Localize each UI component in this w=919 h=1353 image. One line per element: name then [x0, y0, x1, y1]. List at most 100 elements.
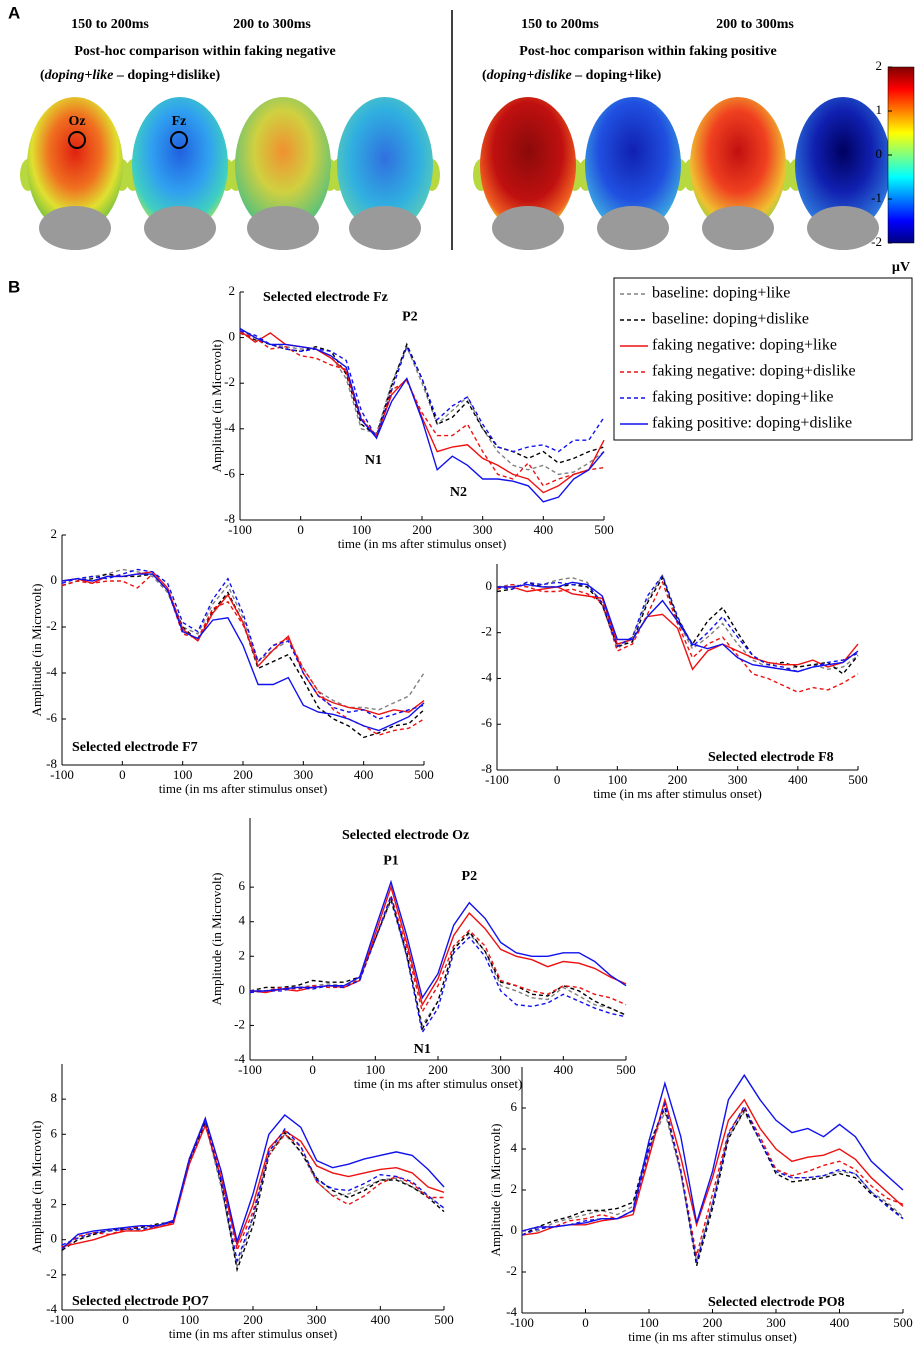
x-axis-label: time (in ms after stimulus onset)	[593, 786, 762, 801]
neck	[807, 206, 879, 250]
x-tick-label: 500	[848, 772, 868, 787]
y-tick-label: -4	[224, 420, 235, 435]
y-tick-label: -4	[234, 1051, 245, 1066]
x-tick-label: 100	[608, 772, 628, 787]
x-tick-label: 0	[554, 772, 561, 787]
series-line	[61, 568, 425, 720]
contrast-part: doping+dislike	[487, 68, 572, 83]
chart-title: Selected electrode F8	[708, 750, 834, 765]
x-tick-label: 300	[491, 1062, 511, 1077]
x-tick-label: 500	[893, 1315, 913, 1330]
series-line	[496, 576, 859, 675]
y-tick-label: -8	[481, 761, 492, 776]
x-tick-label: 0	[119, 767, 126, 782]
legend-label: baseline: doping+like	[652, 285, 790, 302]
colorbar	[887, 66, 915, 244]
series-line	[239, 330, 605, 453]
x-tick-label: 0	[297, 522, 304, 537]
legend-label: faking negative: doping+like	[652, 337, 837, 354]
neck	[492, 206, 564, 250]
y-tick-label: 4	[511, 1140, 518, 1155]
series-line	[61, 1117, 445, 1264]
x-tick-label: 0	[309, 1062, 316, 1077]
panel-label: B	[8, 277, 20, 296]
y-tick-label: 0	[229, 329, 236, 344]
y-axis-label: Amplitude (in Microvolt)	[488, 1124, 503, 1257]
x-tick-label: 0	[122, 1312, 129, 1327]
x-tick-label: 100	[352, 522, 372, 537]
x-tick-label: -100	[238, 1062, 262, 1077]
x-tick-label: 300	[766, 1315, 786, 1330]
series-line	[249, 893, 627, 1035]
y-tick-label: -2	[46, 1266, 57, 1281]
colorbar-tick-label: 2	[876, 58, 883, 73]
electrode-label: Oz	[68, 114, 85, 129]
y-tick-label: -2	[224, 374, 235, 389]
colorbar-unit: µV	[892, 260, 910, 275]
series-line	[239, 332, 605, 487]
annotation: N1	[414, 1042, 431, 1057]
y-tick-label: 0	[51, 1231, 58, 1246]
panel-label: A	[8, 3, 20, 22]
neck	[144, 206, 216, 250]
series-line	[497, 586, 859, 671]
chart: -4 -2 0 2 4 6 8 -100 0 100 200 300 400 500 time (in ms…	[29, 1064, 454, 1341]
series-line	[61, 1123, 445, 1248]
series-line	[239, 327, 605, 503]
head-maps	[20, 97, 898, 250]
annotation: P2	[462, 869, 478, 884]
comparison-contrast: (doping+like – doping+dislike)	[40, 68, 220, 83]
chart-title: Selected electrode PO7	[72, 1294, 209, 1309]
x-tick-label: 400	[354, 767, 374, 782]
x-tick-label: 0	[582, 1315, 589, 1330]
x-tick-label: -100	[510, 1315, 534, 1330]
legend-label: faking negative: doping+dislike	[652, 363, 856, 380]
x-axis-label: time (in ms after stimulus onset)	[169, 1326, 338, 1341]
x-axis-label: time (in ms after stimulus onset)	[338, 536, 507, 551]
annotation: P2	[402, 309, 418, 324]
y-tick-label: 0	[486, 578, 493, 593]
y-tick-label: 2	[51, 1196, 58, 1211]
y-tick-label: -2	[234, 1016, 245, 1031]
y-tick-label: 2	[239, 947, 246, 962]
chart-title: Selected electrode Fz	[263, 290, 388, 305]
x-tick-label: 300	[307, 1312, 327, 1327]
x-tick-label: -100	[50, 767, 74, 782]
y-tick-label: 6	[511, 1099, 518, 1114]
series-line	[249, 897, 627, 1031]
legend-box	[613, 277, 913, 441]
x-tick-label: 200	[703, 1315, 723, 1330]
y-tick-label: -4	[46, 664, 57, 679]
x-tick-label: 100	[366, 1062, 386, 1077]
series-line	[497, 581, 859, 673]
head	[585, 97, 681, 233]
head	[337, 97, 433, 233]
series-line	[61, 573, 425, 739]
y-tick-label: -8	[46, 756, 57, 771]
x-tick-label: 300	[294, 767, 314, 782]
x-tick-label: 500	[434, 1312, 454, 1327]
y-tick-label: -6	[224, 465, 235, 480]
y-tick-label: 6	[51, 1125, 58, 1140]
x-tick-label: 400	[371, 1312, 391, 1327]
x-tick-label: 200	[243, 1312, 263, 1327]
x-tick-label: 300	[728, 772, 748, 787]
chart: -4 -2 0 2 4 6 -100 0 100 200 300 400 500 time (in ms …	[209, 818, 636, 1091]
x-tick-label: 400	[554, 1062, 574, 1077]
legend-label: faking positive: doping+dislike	[652, 415, 852, 432]
y-tick-label: 2	[511, 1181, 518, 1196]
series-line	[250, 879, 627, 1000]
annotation: N1	[365, 453, 382, 468]
x-tick-label: -100	[50, 1312, 74, 1327]
electrode-marker	[68, 131, 86, 149]
y-axis-label: Amplitude (in Microvolt)	[209, 873, 224, 1006]
series-line	[61, 1116, 444, 1253]
chart-title: Selected electrode PO8	[708, 1295, 845, 1310]
x-tick-label: -100	[228, 522, 252, 537]
y-tick-label: -2	[506, 1263, 517, 1278]
y-tick-label: 2	[229, 283, 236, 298]
head	[690, 97, 786, 233]
series-line	[61, 1121, 445, 1269]
comparison-title: Post-hoc comparison within faking negati…	[74, 44, 335, 59]
colorbar-tick-label: -2	[871, 234, 882, 249]
